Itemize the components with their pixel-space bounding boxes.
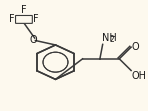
Text: 2: 2 xyxy=(110,35,115,44)
Text: F: F xyxy=(9,14,15,24)
Text: O: O xyxy=(132,42,139,52)
Text: F: F xyxy=(33,14,39,24)
Text: O: O xyxy=(29,35,37,45)
Text: OH: OH xyxy=(132,71,147,81)
Text: F: F xyxy=(21,5,27,15)
FancyBboxPatch shape xyxy=(16,16,32,23)
Text: NH: NH xyxy=(102,33,117,43)
